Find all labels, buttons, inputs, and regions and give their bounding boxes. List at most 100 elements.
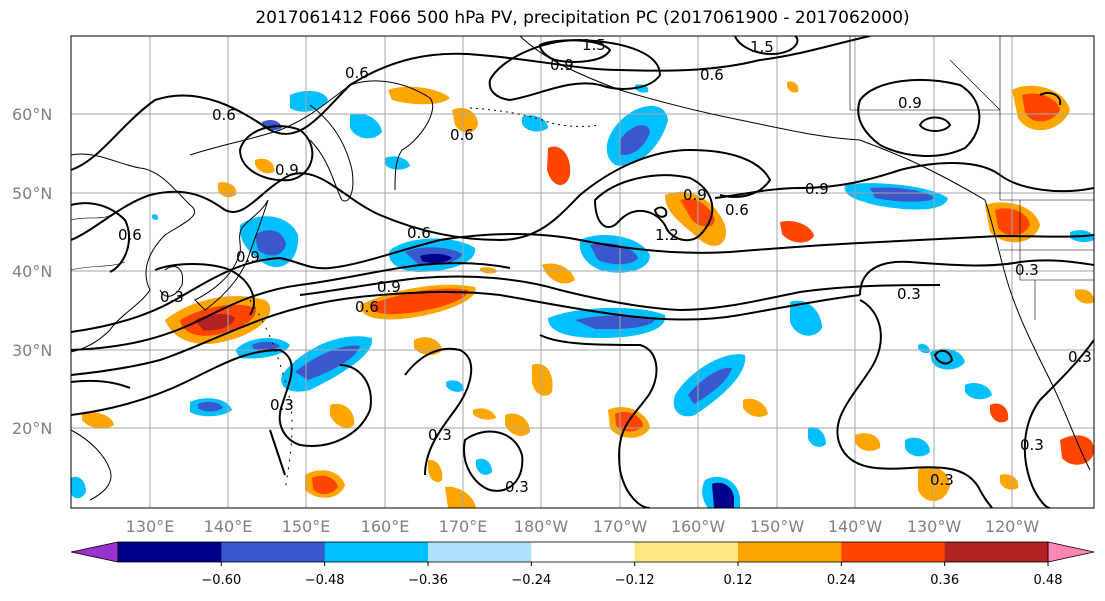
contour-0.9-west	[238, 125, 314, 182]
lon-tick-label: 130°W	[907, 517, 962, 536]
lon-tick-label: 160°W	[671, 517, 726, 536]
precip-negative-area	[930, 348, 965, 370]
colorbar-tick-label: 0.24	[827, 573, 856, 588]
contour-label: 0.6	[407, 224, 431, 242]
contour-0.3-loop2	[933, 349, 954, 365]
precip-negative-area	[295, 345, 360, 380]
contour-label: 0.3	[505, 478, 529, 496]
contour-label: 1.5	[750, 38, 774, 56]
lon-tick-label: 170°E	[439, 517, 488, 536]
colorbar-tick-label: −0.48	[305, 573, 345, 588]
colorbar-tick-label: −0.36	[408, 573, 448, 588]
precip-positive-area	[1075, 289, 1094, 304]
colorbar-swatch	[118, 542, 222, 562]
contour-label: 0.6	[212, 106, 236, 124]
coastline-asia	[71, 153, 196, 353]
precip-positive-area	[218, 182, 237, 198]
contour-0.3-east-c	[979, 489, 993, 508]
precip-positive-area	[428, 459, 443, 483]
contour-0.9-gulf	[857, 79, 981, 157]
contour-label: 0.6	[700, 66, 724, 84]
contour-1.5-a	[538, 39, 612, 63]
graticule	[71, 36, 1094, 508]
plot-title: 2017061412 F066 500 hPa PV, precipitatio…	[255, 8, 910, 28]
contour-0.6-north	[71, 36, 871, 171]
lat-tick-label: 30°N	[12, 341, 52, 360]
precip-negative-area	[152, 214, 159, 220]
precip-positive-area	[445, 486, 476, 508]
lon-tick-label: 150°W	[750, 517, 805, 536]
coastline-kamchatka	[309, 104, 354, 202]
coastline-siberia	[189, 80, 434, 191]
contour-0.3-main	[71, 290, 861, 376]
precip-negative-area	[420, 253, 452, 263]
latitude-labels: 60°N 50°N 40°N 30°N 20°N	[12, 105, 52, 438]
contour-label: 0.3	[930, 471, 954, 489]
coastline-aleutians	[469, 107, 601, 127]
contour-label: 0.6	[355, 298, 379, 316]
contour-0.3-south	[71, 348, 372, 447]
contour-0.6-midwest	[154, 263, 255, 316]
precip-negative-area	[385, 156, 410, 170]
longitude-labels: 130°E 140°E 150°E 160°E 170°E 180°W 170°…	[126, 517, 1040, 536]
contour-0.3-coast	[1023, 339, 1094, 508]
coastline-ph	[71, 429, 112, 501]
contour-label: 0.9	[377, 278, 401, 296]
pv-contours	[71, 36, 1094, 508]
precip-positive-area	[330, 403, 355, 428]
precip-positive-area	[743, 398, 768, 417]
contour-0.3-east	[859, 259, 1094, 296]
lon-tick-label: 180°W	[514, 517, 569, 536]
precip-negative-area	[290, 90, 328, 112]
colorbar-extend-low	[70, 541, 119, 563]
contour-label: 1.2	[655, 226, 679, 244]
precip-negative-area	[446, 380, 464, 392]
precip-positive-area	[855, 433, 881, 451]
precip-negative-area	[688, 367, 732, 404]
contour-label: 0.9	[236, 248, 260, 266]
precip-negative-area	[870, 187, 935, 202]
colorbar-tick-label: −0.24	[511, 573, 551, 588]
map-frame	[70, 35, 1095, 509]
contour-label: 0.3	[897, 285, 921, 303]
precip-positive-area	[505, 413, 530, 436]
colorbar-tick-label: 0.48	[1034, 573, 1063, 588]
contour-0.9-east	[714, 162, 1094, 199]
lon-tick-label: 120°W	[985, 517, 1040, 536]
contour-0.3-east-b	[836, 299, 981, 491]
contour-label: 0.9	[683, 186, 707, 204]
contour-0.6-west	[71, 202, 130, 273]
colorbar-tick-label: 0.36	[930, 573, 959, 588]
lon-tick-label: 150°E	[282, 517, 331, 536]
precip-negative-area	[965, 383, 992, 400]
precip-negative-area	[918, 343, 930, 354]
precip-negative-area	[808, 426, 826, 447]
contour-label: 0.3	[1020, 436, 1044, 454]
colorbar-extend-high	[1047, 541, 1095, 563]
contour-1.5-b	[734, 36, 799, 55]
precip-negative-area	[476, 458, 492, 475]
lon-tick-label: 130°E	[126, 517, 175, 536]
contour-label: 0.6	[118, 226, 142, 244]
contour-0.3-loop	[463, 430, 524, 492]
colorbar-ticks: −0.60 −0.48 −0.36 −0.24 −0.12 0.12 0.24 0.36 0.4…	[201, 562, 1063, 588]
contour-0.9-loop3	[1039, 92, 1062, 106]
precip-positive-area	[388, 86, 450, 105]
colorbar-swatch	[324, 542, 429, 562]
lon-tick-label: 140°E	[204, 517, 253, 536]
contour-1.2	[593, 174, 714, 242]
precip-negative-area	[712, 482, 734, 508]
coastline-na-west	[984, 199, 1091, 471]
colorbar-segments	[118, 542, 1049, 562]
contour-0.9-jet	[71, 262, 511, 351]
lat-tick-label: 60°N	[12, 105, 52, 124]
contour-label: 0.9	[805, 180, 829, 198]
map-area: 0.6 0.9 1.5 1.5 0.9 0.6 0.9 0.6 0.9 0.6 …	[71, 36, 1094, 508]
precip-negative-area	[350, 113, 382, 139]
contour-0.6-jet	[71, 233, 1094, 333]
contour-0.9-loop	[653, 206, 668, 218]
coastline-korea	[159, 266, 184, 297]
contour-label: 0.9	[275, 161, 299, 179]
contour-0.3-center	[539, 334, 658, 508]
